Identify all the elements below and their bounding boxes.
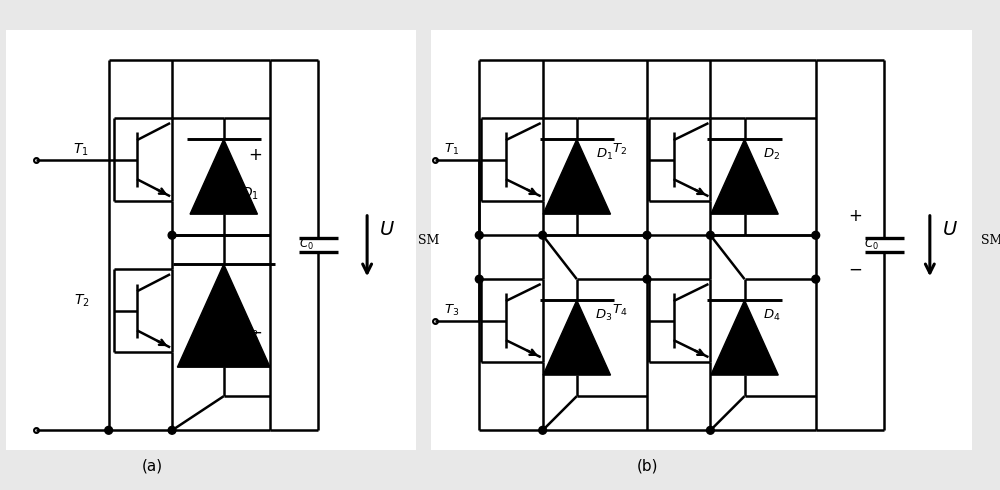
Circle shape [105,426,113,434]
Circle shape [475,231,483,239]
Text: +: + [848,207,862,225]
Text: $\mathit{C}_0$: $\mathit{C}_0$ [299,237,313,251]
Text: $U$: $U$ [942,221,957,240]
Text: $U$: $U$ [379,221,395,240]
Circle shape [643,275,651,283]
Text: $\mathit{T}_3$: $\mathit{T}_3$ [444,303,460,318]
Text: +: + [248,146,262,164]
Circle shape [168,231,176,239]
Polygon shape [711,300,778,375]
Text: SM: SM [981,234,1000,246]
Text: $\mathit{T}_2$: $\mathit{T}_2$ [612,143,627,157]
Text: $\mathit{T}_4$: $\mathit{T}_4$ [612,303,627,318]
Circle shape [812,275,820,283]
Text: $\mathit{T}_2$: $\mathit{T}_2$ [74,293,89,309]
Circle shape [707,231,714,239]
FancyBboxPatch shape [6,30,416,450]
Text: SM: SM [418,234,439,246]
Circle shape [539,426,547,434]
Text: $\mathit{D}_4$: $\mathit{D}_4$ [763,308,781,323]
Circle shape [168,426,176,434]
Text: (b): (b) [637,459,658,474]
Text: $\mathit{D}_1$: $\mathit{D}_1$ [241,186,259,202]
Text: −: − [848,260,862,278]
Polygon shape [543,139,611,214]
Circle shape [707,426,714,434]
Circle shape [475,275,483,283]
Polygon shape [711,139,778,214]
Polygon shape [543,300,611,375]
Circle shape [539,231,547,239]
Text: $\mathit{D}_2$: $\mathit{D}_2$ [763,147,780,162]
Text: $\mathit{D}_1$: $\mathit{D}_1$ [596,147,613,162]
FancyBboxPatch shape [431,30,972,450]
Polygon shape [177,264,270,367]
Circle shape [812,231,820,239]
Text: $\mathit{T}_1$: $\mathit{T}_1$ [73,142,89,158]
Text: −: − [248,324,262,342]
Text: $\mathit{T}_1$: $\mathit{T}_1$ [444,143,460,157]
Text: $\mathit{D}_2$: $\mathit{D}_2$ [241,324,259,341]
Circle shape [643,231,651,239]
Polygon shape [190,139,257,214]
Text: $\mathit{D}_3$: $\mathit{D}_3$ [595,308,613,323]
Text: $\mathit{C}_0$: $\mathit{C}_0$ [864,237,879,251]
Text: (a): (a) [142,459,163,474]
